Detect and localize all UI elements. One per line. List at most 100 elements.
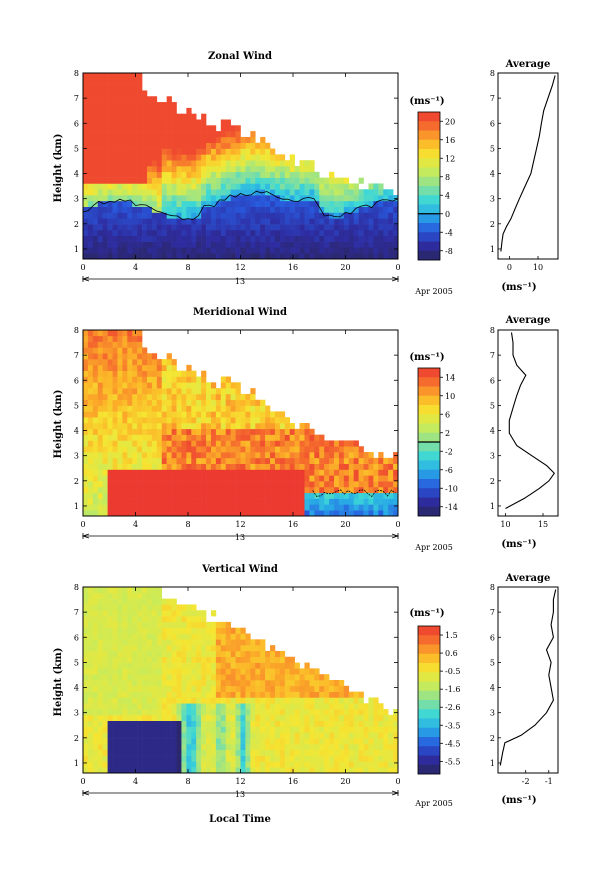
vertical-cell	[171, 685, 177, 692]
meridional-cell	[299, 463, 305, 470]
meridional-cell	[284, 510, 291, 517]
vertical-day-arrow-right	[391, 790, 400, 796]
vertical-cell	[161, 749, 167, 756]
zonal-cell	[117, 107, 123, 114]
vertical-cell	[363, 738, 369, 745]
vertical-cell	[368, 697, 374, 704]
meridional-cell	[294, 457, 300, 464]
zonal-cell	[294, 247, 300, 254]
zonal-cell	[117, 200, 123, 207]
zonal-cell	[117, 235, 123, 242]
vertical-cell	[230, 680, 236, 687]
vertical-cell	[245, 633, 251, 640]
vertical-cell	[245, 639, 251, 646]
vertical-cell	[132, 732, 138, 739]
meridional-cell	[92, 510, 99, 517]
meridional-cell	[225, 417, 231, 424]
vertical-cell	[210, 685, 217, 692]
vertical-cell	[383, 732, 389, 739]
zonal-cell	[260, 166, 266, 173]
vertical-cell	[358, 755, 364, 762]
zonal-cell	[102, 78, 108, 85]
meridional-cell	[314, 481, 320, 488]
meridional-cell	[329, 452, 335, 459]
vertical-cell	[196, 685, 202, 692]
meridional-cell	[186, 382, 192, 389]
zonal-cell	[161, 136, 167, 144]
meridional-cell	[210, 393, 217, 401]
zonal-cell	[181, 142, 187, 149]
zonal-cell	[284, 235, 291, 242]
zonal-cell	[201, 229, 207, 237]
meridional-cell	[338, 446, 345, 453]
vertical-cell	[166, 610, 172, 617]
zonal-cell	[255, 183, 261, 190]
meridional-cell	[245, 463, 251, 470]
meridional-cell	[319, 492, 325, 499]
vertical-cell	[294, 714, 300, 721]
vertical-cell	[191, 697, 197, 704]
zonal-cell	[299, 247, 305, 254]
meridional-cell	[304, 428, 310, 435]
vertical-cell	[240, 761, 246, 768]
vertical-cell	[132, 680, 138, 687]
vertical-ytick-label: 2	[74, 734, 79, 743]
meridional-cell	[112, 463, 118, 470]
vertical-cell	[127, 645, 133, 652]
vertical-cell	[87, 761, 94, 768]
vertical-cell	[92, 668, 99, 675]
vertical-cell	[348, 761, 354, 768]
vertical-cell	[201, 680, 207, 687]
vertical-cell	[161, 656, 167, 663]
meridional-cell	[171, 417, 177, 424]
zonal-cell	[196, 195, 202, 202]
vertical-cell	[201, 720, 207, 727]
zonal-cell	[329, 189, 335, 196]
meridional-cell	[210, 382, 217, 389]
meridional-cell	[127, 347, 133, 354]
zonal-cell	[92, 148, 99, 155]
meridional-cell	[334, 492, 340, 499]
zonal-cell	[171, 154, 177, 161]
meridional-cell	[383, 504, 389, 511]
zonal-cell	[201, 119, 207, 126]
meridional-cell	[368, 492, 374, 499]
vertical-cell	[284, 720, 291, 727]
vertical-cell	[358, 743, 364, 751]
vertical-cell	[245, 656, 251, 663]
meridional-cell	[161, 510, 167, 517]
zonal-cell	[142, 224, 148, 231]
vertical-cell	[225, 726, 231, 733]
vertical-cell	[215, 674, 222, 681]
vertical-cell	[97, 604, 103, 611]
meridional-cell	[220, 376, 227, 383]
vertical-cell	[294, 703, 300, 710]
zonal-cell	[166, 125, 172, 132]
vertical-cell	[102, 732, 108, 739]
meridional-cell	[353, 481, 359, 488]
vertical-cell	[191, 720, 197, 727]
vertical-cell	[265, 668, 271, 675]
vertical-colorbar-bin	[418, 700, 440, 710]
meridional-cell	[112, 347, 118, 354]
zonal-cell	[151, 131, 158, 138]
zonal-cell	[107, 200, 113, 207]
zonal-cell	[235, 229, 241, 237]
meridional-cell	[191, 440, 197, 447]
meridional-cell	[230, 423, 236, 430]
meridional-cell	[284, 481, 291, 488]
zonal-cell	[97, 73, 103, 80]
vertical-cell	[196, 674, 202, 681]
meridional-cell	[117, 457, 123, 464]
meridional-cell	[142, 463, 148, 470]
zonal-cell	[270, 241, 276, 248]
zonal-cell	[117, 102, 123, 109]
vertical-cell	[235, 691, 241, 698]
zonal-cell	[166, 247, 172, 254]
vertical-cell	[304, 767, 310, 774]
meridional-cell	[161, 388, 167, 395]
zonal-cell	[250, 200, 256, 207]
vertical-xtick-label: 8	[185, 777, 190, 786]
meridional-cell	[245, 440, 251, 447]
vertical-cell	[294, 726, 300, 733]
